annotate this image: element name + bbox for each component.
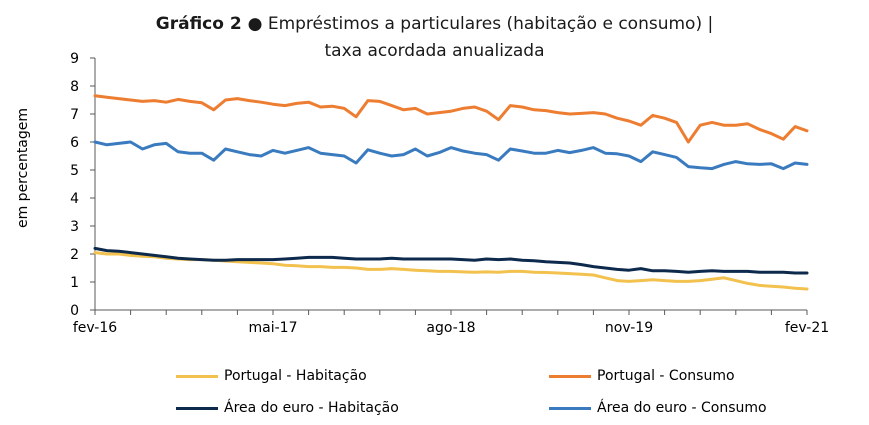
y-tick-label: 4 <box>70 191 79 207</box>
chart-axes: 0 1 2 3 4 5 6 7 8 9 fev-16 mai-17 ago-18 nov-19 fev-21 <box>70 51 829 336</box>
x-tick-label: nov-19 <box>605 320 653 336</box>
series-line-area-do-euro-consumo <box>93 140 809 171</box>
legend-label: Área do euro - Consumo <box>597 400 767 416</box>
chart-title-rest: Empréstimos a particulares (habitação e … <box>262 14 714 34</box>
x-tick-label: ago-18 <box>426 320 475 336</box>
series-line-portugal-consumo <box>93 94 809 144</box>
y-axis-label: em percentagem <box>15 108 31 228</box>
legend-item-portugal-habitacao: Portugal - Habitação <box>176 368 367 384</box>
legend-label: Área do euro - Habitação <box>224 400 399 416</box>
legend-item-portugal-consumo: Portugal - Consumo <box>549 368 735 384</box>
x-tick-label: fev-16 <box>73 320 117 336</box>
legend-item-euro-consumo: Área do euro - Consumo <box>549 400 767 416</box>
x-tick-label: mai-17 <box>249 320 298 336</box>
legend-label: Portugal - Consumo <box>597 368 735 384</box>
y-tick-label: 8 <box>70 79 79 95</box>
legend-swatch <box>176 374 218 378</box>
y-tick-label: 5 <box>70 163 79 179</box>
chart-series-group <box>93 94 809 291</box>
y-tick-label: 7 <box>70 107 79 123</box>
legend-item-euro-habitacao: Área do euro - Habitação <box>176 400 399 416</box>
chart-title-bold: Gráfico 2 ● <box>155 14 263 34</box>
legend-swatch <box>549 406 591 410</box>
legend-swatch <box>176 406 218 410</box>
chart-title-line-2: taxa acordada anualizada <box>324 41 545 61</box>
x-tick-label: fev-21 <box>785 320 829 336</box>
y-tick-label: 9 <box>70 51 79 67</box>
y-tick-label: 1 <box>70 275 79 291</box>
y-tick-label: 3 <box>70 219 79 235</box>
chart-title-line-1: Gráfico 2 ● Empréstimos a particulares (… <box>0 14 869 34</box>
series-line-area-do-euro-habitacao <box>93 246 809 275</box>
y-tick-label: 6 <box>70 135 79 151</box>
y-tick-label: 0 <box>70 303 79 319</box>
legend-label: Portugal - Habitação <box>224 368 367 384</box>
legend-swatch <box>549 374 591 378</box>
y-tick-label: 2 <box>70 247 79 263</box>
